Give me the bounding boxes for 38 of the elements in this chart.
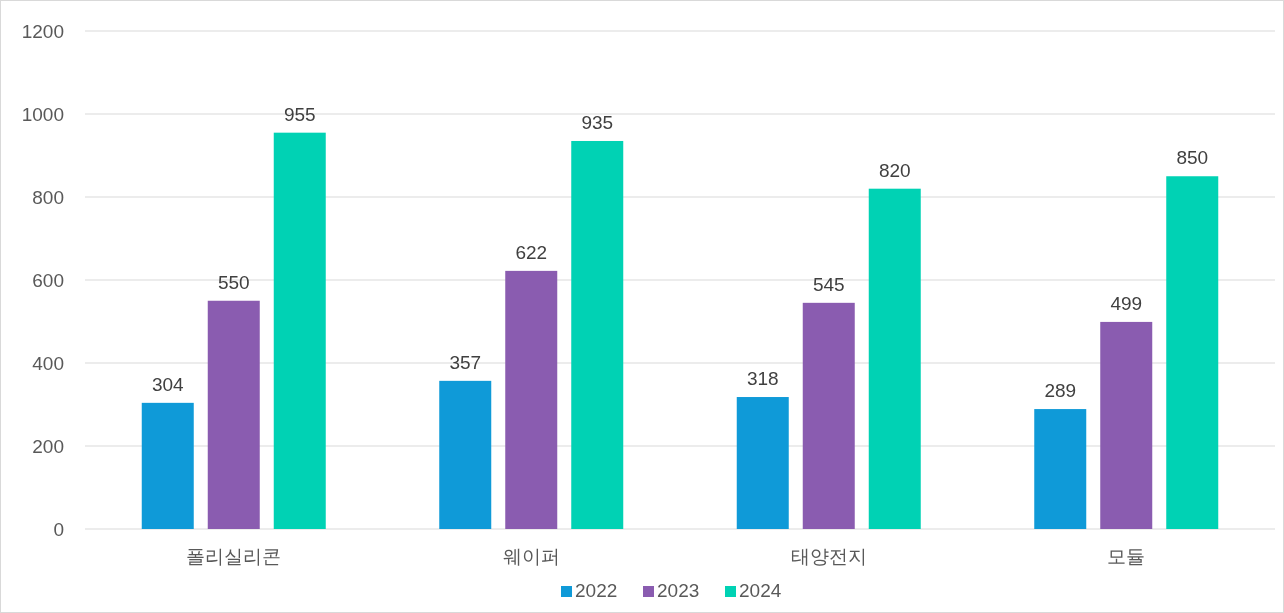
x-tick-label: 폴리실리콘 bbox=[186, 546, 282, 567]
bar bbox=[207, 300, 260, 529]
bar bbox=[273, 132, 326, 529]
bar bbox=[505, 270, 558, 529]
y-tick-label: 0 bbox=[53, 519, 64, 540]
y-tick-label: 800 bbox=[32, 187, 64, 208]
y-tick-label: 1000 bbox=[21, 104, 64, 125]
legend-label: 2022 bbox=[575, 580, 618, 601]
bar bbox=[736, 397, 789, 529]
bar bbox=[868, 188, 921, 529]
y-tick-label: 1200 bbox=[21, 21, 64, 42]
bar bbox=[571, 140, 624, 529]
bar bbox=[1166, 176, 1219, 529]
data-label: 318 bbox=[746, 368, 779, 390]
data-label: 935 bbox=[581, 111, 614, 133]
bar bbox=[439, 380, 492, 529]
y-tick-label: 400 bbox=[32, 353, 64, 374]
data-label: 955 bbox=[283, 103, 316, 125]
legend-label: 2024 bbox=[739, 580, 782, 601]
legend-label: 2023 bbox=[657, 580, 700, 601]
data-label: 622 bbox=[515, 241, 548, 263]
y-tick-label: 600 bbox=[32, 270, 64, 291]
data-label: 820 bbox=[878, 159, 911, 181]
x-tick-label: 태양전지 bbox=[790, 546, 867, 567]
bar bbox=[802, 302, 855, 529]
data-label: 850 bbox=[1176, 147, 1209, 169]
bar bbox=[1100, 321, 1153, 529]
data-label: 550 bbox=[217, 271, 250, 293]
bar bbox=[141, 402, 194, 529]
y-tick-label: 200 bbox=[32, 436, 64, 457]
x-tick-label: 모듈 bbox=[1107, 546, 1146, 567]
data-label: 499 bbox=[1110, 292, 1143, 314]
data-label: 289 bbox=[1044, 380, 1077, 402]
x-tick-label: 웨이퍼 bbox=[502, 546, 560, 567]
data-label: 357 bbox=[449, 351, 482, 373]
data-label: 545 bbox=[812, 273, 845, 295]
bar bbox=[1034, 409, 1087, 529]
data-label: 304 bbox=[151, 373, 185, 395]
